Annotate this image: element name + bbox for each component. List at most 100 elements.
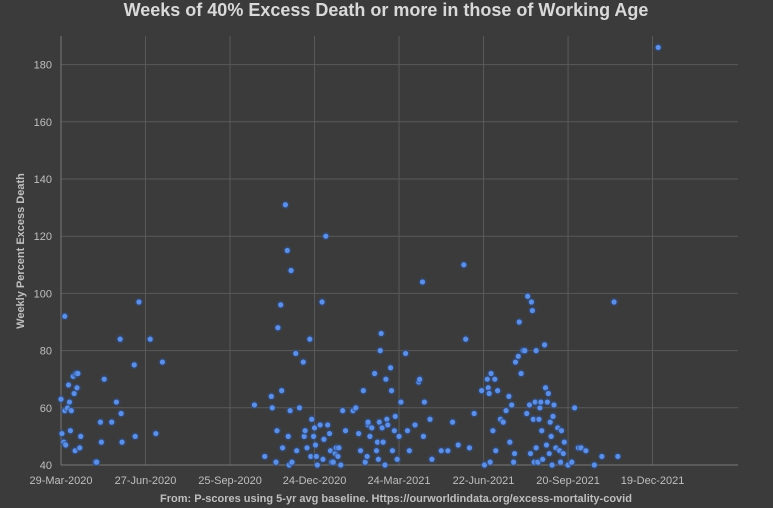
data-point	[549, 462, 555, 468]
data-point	[117, 336, 123, 342]
chart-title: Weeks of 40% Excess Death or more in tho…	[124, 0, 649, 20]
data-point	[113, 399, 119, 405]
data-point	[119, 439, 125, 445]
data-point	[550, 413, 556, 419]
data-point	[67, 428, 73, 434]
data-point	[340, 408, 346, 414]
source-note: From: P-scores using 5-yr avg baseline. …	[160, 493, 632, 505]
data-point	[275, 325, 281, 331]
data-point	[539, 428, 545, 434]
data-point	[273, 459, 279, 465]
data-point	[159, 359, 166, 365]
data-point	[503, 408, 509, 414]
data-point	[97, 419, 104, 425]
data-point	[394, 456, 400, 462]
data-point	[538, 399, 544, 405]
data-point	[279, 388, 285, 394]
data-point	[466, 445, 473, 451]
data-point	[611, 299, 617, 305]
y-tick-label: 60	[40, 403, 52, 415]
data-point	[274, 428, 280, 434]
data-point	[288, 267, 294, 274]
data-point	[533, 445, 539, 451]
data-point	[365, 419, 371, 425]
data-point	[544, 399, 550, 405]
data-point	[374, 439, 381, 445]
data-point	[485, 385, 491, 391]
data-point	[391, 428, 397, 434]
data-point	[342, 428, 349, 434]
data-point	[420, 433, 427, 439]
data-point	[58, 396, 64, 402]
y-axis-label: Weekly Percent Excess Death	[15, 173, 27, 329]
y-tick-label: 80	[40, 346, 52, 358]
x-tick-label: 24-Dec-2020	[283, 475, 347, 487]
data-point	[591, 462, 597, 468]
data-point	[488, 370, 494, 377]
data-point	[398, 399, 404, 405]
y-tick-label: 120	[34, 231, 52, 243]
data-point	[311, 425, 318, 431]
data-point	[285, 433, 291, 439]
data-point	[75, 370, 81, 377]
data-point	[94, 459, 100, 465]
data-point	[495, 388, 501, 394]
data-point	[308, 453, 314, 460]
data-point	[372, 370, 378, 377]
data-point	[540, 456, 546, 462]
data-point	[546, 450, 552, 457]
x-tick-label: 27-Jun-2020	[115, 475, 177, 487]
data-point	[336, 445, 342, 451]
data-point	[548, 433, 554, 439]
data-point	[512, 359, 519, 365]
data-point	[536, 416, 542, 422]
data-point	[131, 362, 137, 368]
data-point	[560, 450, 566, 457]
data-point	[572, 405, 578, 411]
data-point	[542, 385, 549, 391]
data-point	[326, 430, 333, 437]
data-point	[74, 385, 80, 391]
data-point	[380, 439, 386, 445]
data-point	[486, 390, 492, 397]
data-point	[78, 433, 84, 439]
data-point	[320, 456, 326, 462]
data-point	[471, 410, 477, 417]
y-axis-ticks: 40 60 80 100 120 140 160 180	[34, 60, 52, 472]
data-point	[449, 419, 456, 425]
data-point	[338, 462, 344, 468]
data-point	[147, 336, 153, 342]
data-point	[66, 399, 73, 405]
data-point	[389, 448, 396, 454]
data-point	[537, 405, 543, 411]
data-point	[558, 428, 565, 434]
data-point	[545, 390, 551, 397]
data-point	[279, 445, 286, 451]
data-point	[118, 410, 124, 417]
data-point	[301, 433, 307, 439]
data-point	[309, 416, 315, 422]
data-point	[421, 399, 427, 405]
x-tick-label: 25-Sep-2020	[198, 475, 262, 487]
data-point	[325, 422, 331, 428]
data-point	[382, 462, 388, 468]
data-point	[317, 422, 323, 428]
x-tick-label: 19-Dec-2021	[621, 475, 685, 487]
data-point	[362, 459, 368, 465]
y-tick-label: 100	[34, 288, 52, 300]
data-point	[427, 416, 433, 422]
data-point	[251, 402, 258, 408]
data-point	[71, 390, 77, 397]
data-point	[529, 307, 535, 314]
data-point	[492, 376, 498, 382]
data-point	[384, 416, 390, 422]
data-point	[510, 459, 517, 465]
data-point	[385, 422, 391, 428]
data-point	[284, 247, 290, 254]
data-point	[511, 450, 518, 457]
data-point	[527, 450, 534, 457]
data-point	[369, 425, 375, 431]
data-point	[500, 419, 506, 425]
data-point	[62, 313, 68, 319]
